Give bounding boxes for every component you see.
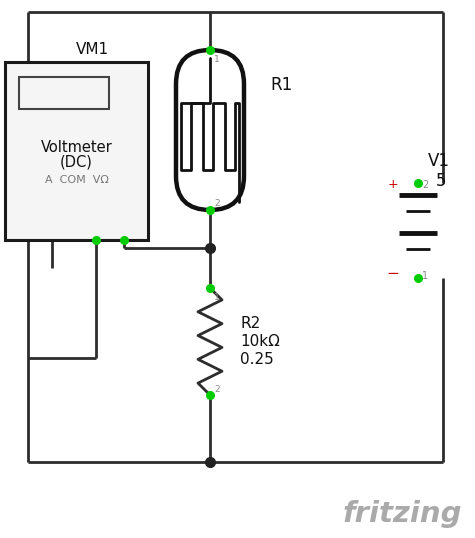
Text: 2: 2	[214, 200, 219, 209]
Text: 1: 1	[214, 55, 220, 65]
Text: 1: 1	[214, 294, 220, 302]
Text: −: −	[387, 265, 399, 280]
Text: Voltmeter: Voltmeter	[41, 139, 113, 154]
Text: 0.25: 0.25	[240, 352, 274, 367]
Text: A  COM  VΩ: A COM VΩ	[45, 175, 108, 185]
Text: fritzing: fritzing	[342, 500, 462, 528]
Text: 2: 2	[422, 180, 428, 190]
Text: (DC): (DC)	[60, 154, 93, 169]
Text: 5: 5	[436, 172, 446, 190]
Text: 1: 1	[422, 271, 428, 281]
Text: 2: 2	[214, 385, 219, 393]
Bar	[19, 77, 109, 109]
Text: +: +	[388, 179, 399, 192]
Text: 10kΩ: 10kΩ	[240, 334, 280, 349]
Text: R1: R1	[270, 76, 292, 94]
Text: VM1: VM1	[76, 43, 109, 58]
Bar	[5, 62, 148, 240]
Text: R2: R2	[240, 316, 260, 331]
FancyBboxPatch shape	[176, 50, 244, 210]
Text: V1: V1	[428, 152, 450, 170]
